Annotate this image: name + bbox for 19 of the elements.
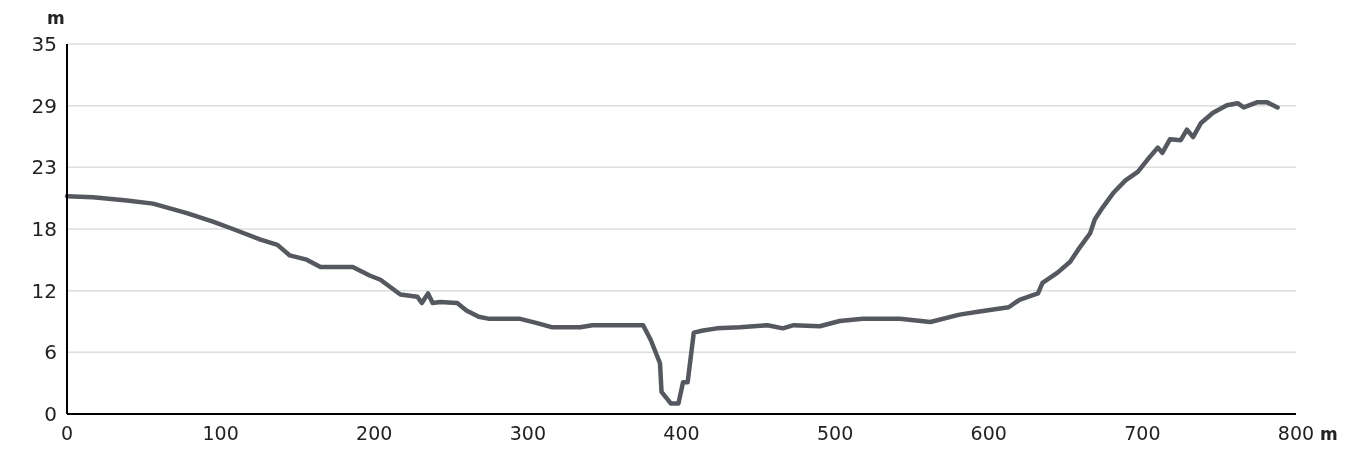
x-tick-label: 800 — [1277, 422, 1315, 444]
x-tick-label: 500 — [816, 422, 854, 444]
y-tick-label: 23 — [31, 155, 57, 180]
y-tick-label: 29 — [31, 93, 57, 118]
y-tick-label: 12 — [31, 278, 57, 303]
x-tick-label: 700 — [1124, 422, 1161, 444]
y-tick-label: 6 — [44, 340, 57, 365]
y-axis-title: m — [47, 8, 65, 28]
x-tick-label: 600 — [970, 422, 1007, 444]
y-tick-label: 18 — [31, 217, 57, 241]
line-series — [64, 99, 1280, 406]
x-tick-label: 300 — [509, 422, 547, 444]
x-tick-label: 400 — [663, 422, 700, 444]
x-tick-label: 200 — [356, 422, 393, 444]
x-tick-label: 100 — [202, 422, 239, 444]
y-tick-label: 0 — [44, 402, 57, 426]
y-tick-label: 35 — [31, 32, 57, 56]
x-axis-title: m — [1320, 424, 1338, 444]
x-tick-label: 0 — [60, 422, 74, 444]
